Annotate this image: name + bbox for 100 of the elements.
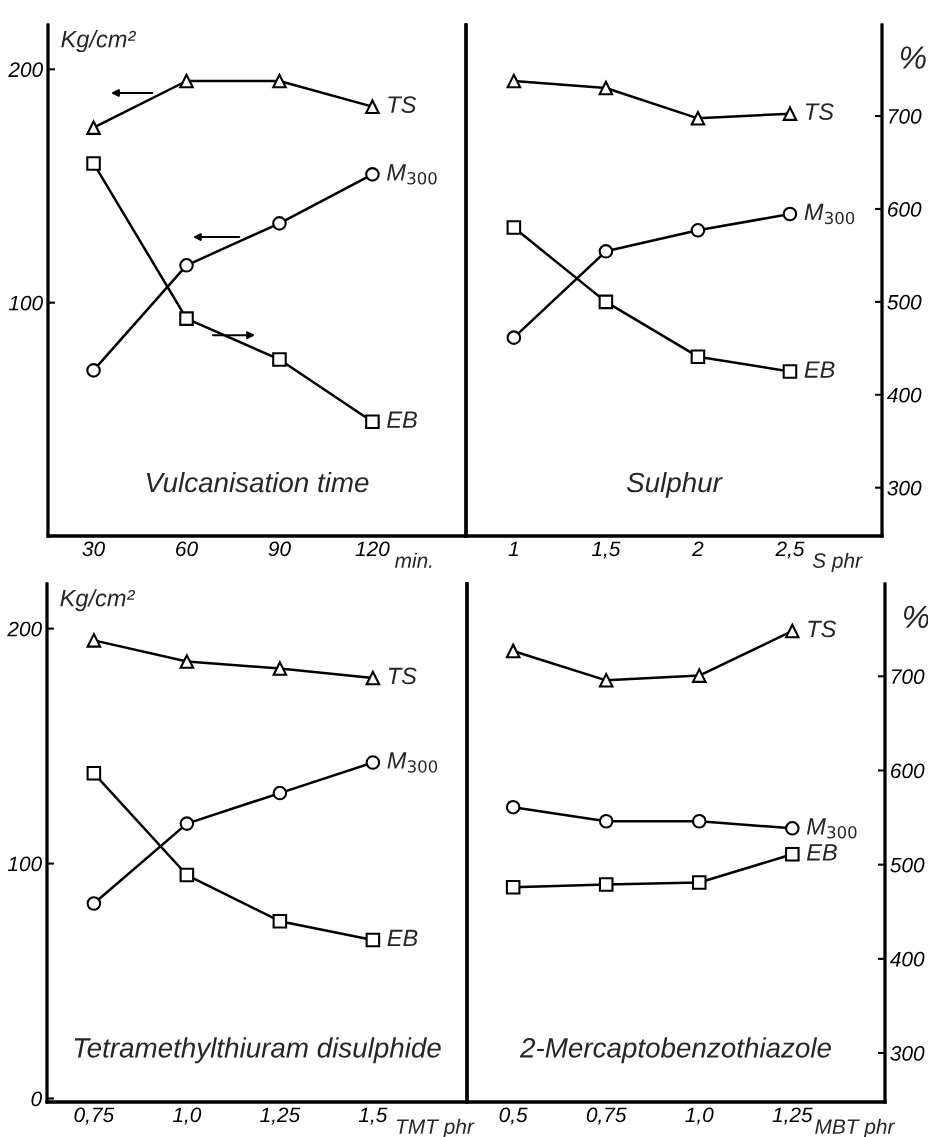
x-tick-label: 1,0 [685, 1107, 714, 1125]
point [365, 670, 381, 686]
series-label: TS [388, 667, 417, 685]
point [691, 875, 707, 890]
series-label: TS [805, 103, 834, 120]
y-tick-label: 100 [7, 856, 42, 872]
y2-tick-label: 400 [886, 387, 922, 403]
y2-tick-label: 500 [887, 294, 922, 310]
series-label: EB [387, 929, 418, 947]
x-tick-label: 1,25 [260, 1107, 301, 1125]
point [86, 766, 102, 781]
y-tick-label: 100 [8, 295, 43, 311]
y2-tick-label: 600 [891, 763, 925, 779]
point [785, 623, 800, 639]
point [690, 223, 706, 238]
series-label: M$_{300}$ [387, 752, 438, 773]
y2-tick-label: 400 [889, 951, 925, 967]
point [506, 73, 522, 89]
x-tick-label: 2,5 [775, 541, 805, 559]
y2-tick-label: 700 [892, 669, 925, 685]
point [690, 111, 706, 126]
text: Sulphur [626, 471, 723, 498]
point [86, 896, 102, 911]
y-axis-title: Kg/cm² [60, 589, 136, 612]
series-label: EB [387, 411, 417, 428]
point [365, 99, 380, 114]
point [86, 363, 101, 378]
point [272, 352, 287, 367]
x-tick-label: 60 [176, 541, 198, 557]
point [179, 867, 195, 883]
point [505, 879, 521, 895]
series-label: M$_{300}$ [806, 818, 857, 839]
x-tick-label: 0,75 [586, 1107, 627, 1125]
point [785, 821, 800, 836]
y-tick-label: 200 [8, 62, 43, 78]
point [272, 785, 288, 801]
x-tick-label: 2 [692, 541, 704, 556]
point [691, 813, 707, 829]
x-axis-title: S phr [812, 552, 863, 573]
series-label: EB [806, 844, 837, 861]
point [782, 364, 798, 379]
x-tick-label: 1,5 [358, 1107, 388, 1125]
series-label: TS [388, 96, 417, 113]
y-axis-title: Kg/cm² [61, 30, 137, 53]
series-label: M$_{300}$ [387, 164, 437, 185]
point [86, 120, 101, 135]
series-label: EB [804, 361, 835, 378]
text: 2-Mercaptobenzothiazole [519, 1037, 831, 1064]
y2-axis-title: % [900, 46, 926, 69]
point [785, 847, 800, 862]
point [86, 156, 101, 171]
x-tick-label: 1,25 [772, 1107, 813, 1125]
point [179, 816, 195, 831]
y-tick-label: 200 [7, 621, 42, 637]
point [272, 913, 288, 929]
x-tick-label: 1,0 [172, 1107, 202, 1125]
point [691, 668, 707, 683]
point [782, 206, 798, 222]
point [272, 216, 287, 231]
point [506, 220, 522, 235]
point [598, 813, 614, 829]
series-label: TS [808, 620, 837, 638]
point [506, 330, 522, 345]
point [365, 414, 380, 430]
point [179, 654, 195, 669]
x-tick-label: 0,5 [499, 1107, 528, 1125]
y2-tick-label: 700 [889, 109, 922, 124]
point [598, 80, 614, 96]
point [272, 661, 288, 676]
point [598, 244, 614, 259]
point [179, 258, 194, 273]
y2-axis-title: % [904, 605, 928, 629]
text: Vulcanisation time [146, 471, 369, 493]
text: Tetramethylthiuram disulphide [74, 1037, 441, 1064]
point [179, 73, 194, 89]
point [505, 799, 521, 815]
x-tick-label: 1 [508, 541, 518, 556]
point [179, 311, 194, 326]
point [598, 673, 614, 688]
y2-tick-label: 600 [888, 201, 922, 217]
point [598, 877, 614, 892]
y2-tick-label: 300 [890, 1046, 925, 1061]
x-tick-label: 0,75 [74, 1107, 115, 1125]
point [365, 932, 381, 948]
x-tick-label: 90 [268, 541, 291, 557]
x-tick-label: 120 [355, 541, 390, 557]
y-tick-label: 0 [31, 1091, 42, 1107]
point [505, 643, 521, 659]
x-tick-label: 30 [82, 541, 105, 557]
point [365, 755, 381, 770]
y2-tick-label: 300 [887, 480, 922, 496]
point [690, 349, 706, 364]
point [86, 633, 102, 648]
point [272, 73, 287, 89]
point [598, 294, 614, 310]
point [365, 167, 380, 182]
y2-tick-label: 500 [890, 857, 925, 873]
series-label: M$_{300}$ [804, 203, 855, 225]
x-axis-title: min. [394, 552, 432, 568]
point [782, 106, 798, 121]
